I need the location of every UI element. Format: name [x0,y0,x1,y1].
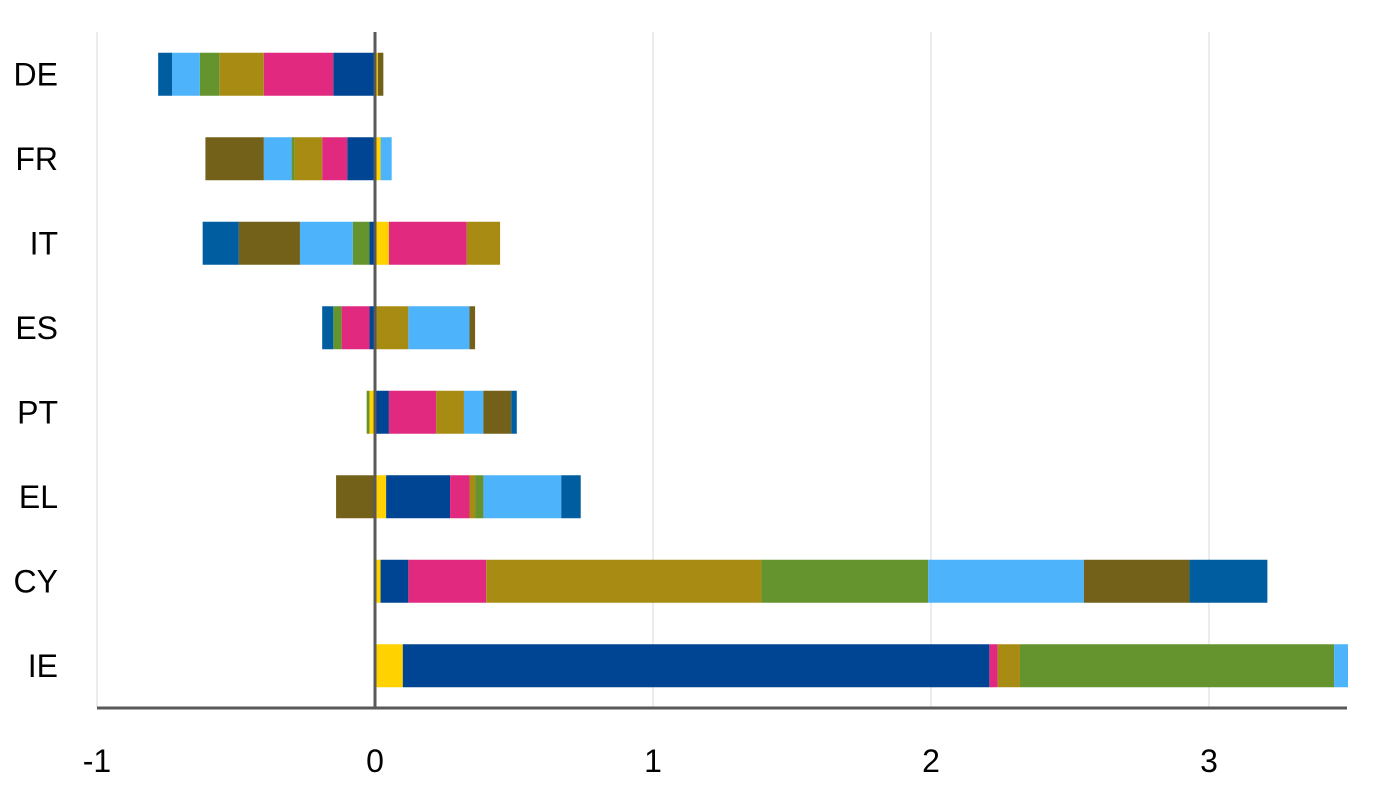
bar-segment-de [263,52,334,96]
bar-segment-fr [347,137,375,181]
bar-segment-es [469,306,476,350]
category-label: IT [30,225,58,261]
bar-segment-it [352,221,370,265]
bar-segment-pt [369,390,375,434]
bar-segment-el [483,475,562,519]
bar-segment-cy [928,559,1084,603]
bar-segment-pt [388,390,437,434]
bar-segment-fr [291,137,295,181]
bar-segment-ie [375,644,403,688]
bar-segment-de [172,52,200,96]
bar-segment-fr [380,137,392,181]
axes [97,32,1347,710]
bar-segment-ie [1334,644,1348,688]
bar-segment-de [219,52,264,96]
bar-segment-fr [263,137,292,181]
bar-segment-el [336,475,375,519]
bar-segment-es [408,306,470,350]
bar-segment-fr [375,137,381,181]
bar-segment-pt [463,390,484,434]
bar-segment-cy [375,559,381,603]
bar-segment-it [238,221,300,265]
bar-segment-es [333,306,342,350]
x-tick-label: 3 [1200,743,1218,779]
bar-segment-it [202,221,239,265]
bar-segment-ie [402,644,990,688]
bar-segment-el [386,475,451,519]
bar-segment-el [469,475,476,519]
category-labels: DE FR IT ES PT EL CY IE [14,56,58,684]
x-tick-label: 2 [922,743,940,779]
bar-segment-fr [294,137,323,181]
bar-segment-pt [375,390,389,434]
bar-segment-el [375,475,387,519]
bar-segment-ie [989,644,998,688]
bar-segment-ie [997,644,1020,688]
bar-segment-el [561,475,581,519]
bar-segment-it [466,221,501,265]
bar-segment-cy [761,559,929,603]
bar-segment-de [199,52,220,96]
bar-segment-de [158,52,173,96]
bar-segment-cy [380,559,409,603]
bar-segment-es [322,306,334,350]
bar-segment-fr [322,137,348,181]
bars [158,52,1348,688]
bar-segment-es [375,306,409,350]
bar-segment-de [333,52,375,96]
bar-segment-pt [511,390,517,434]
bar-segment-el [450,475,470,519]
bar-segment-pt [483,390,512,434]
category-label: PT [17,394,58,430]
category-label: ES [15,310,58,346]
bar-segment-de [377,52,384,96]
x-tick-label: 1 [644,743,662,779]
bar-segment-cy [486,559,762,603]
category-label: DE [14,56,58,92]
x-tick-label: -1 [83,743,111,779]
category-label: IE [28,648,58,684]
bar-segment-el [475,475,484,519]
category-label: EL [19,479,58,515]
bar-segment-it [375,221,389,265]
x-tick-labels: -1 0 1 2 3 [83,743,1218,779]
bar-segment-fr [205,137,264,181]
bar-segment-es [369,306,375,350]
bar-segment-it [369,221,375,265]
bar-segment-pt [436,390,464,434]
bar-segment-cy [408,559,487,603]
x-tick-label: 0 [366,743,384,779]
grid-lines [96,32,1210,708]
bar-segment-ie [1019,644,1335,688]
bar-segment-cy [1083,559,1190,603]
category-label: FR [15,141,58,177]
bar-segment-es [341,306,370,350]
bar-segment-pt [366,390,370,434]
category-label: CY [14,563,58,599]
bar-segment-cy [1189,559,1268,603]
bar-segment-it [388,221,467,265]
bar-segment-it [299,221,353,265]
